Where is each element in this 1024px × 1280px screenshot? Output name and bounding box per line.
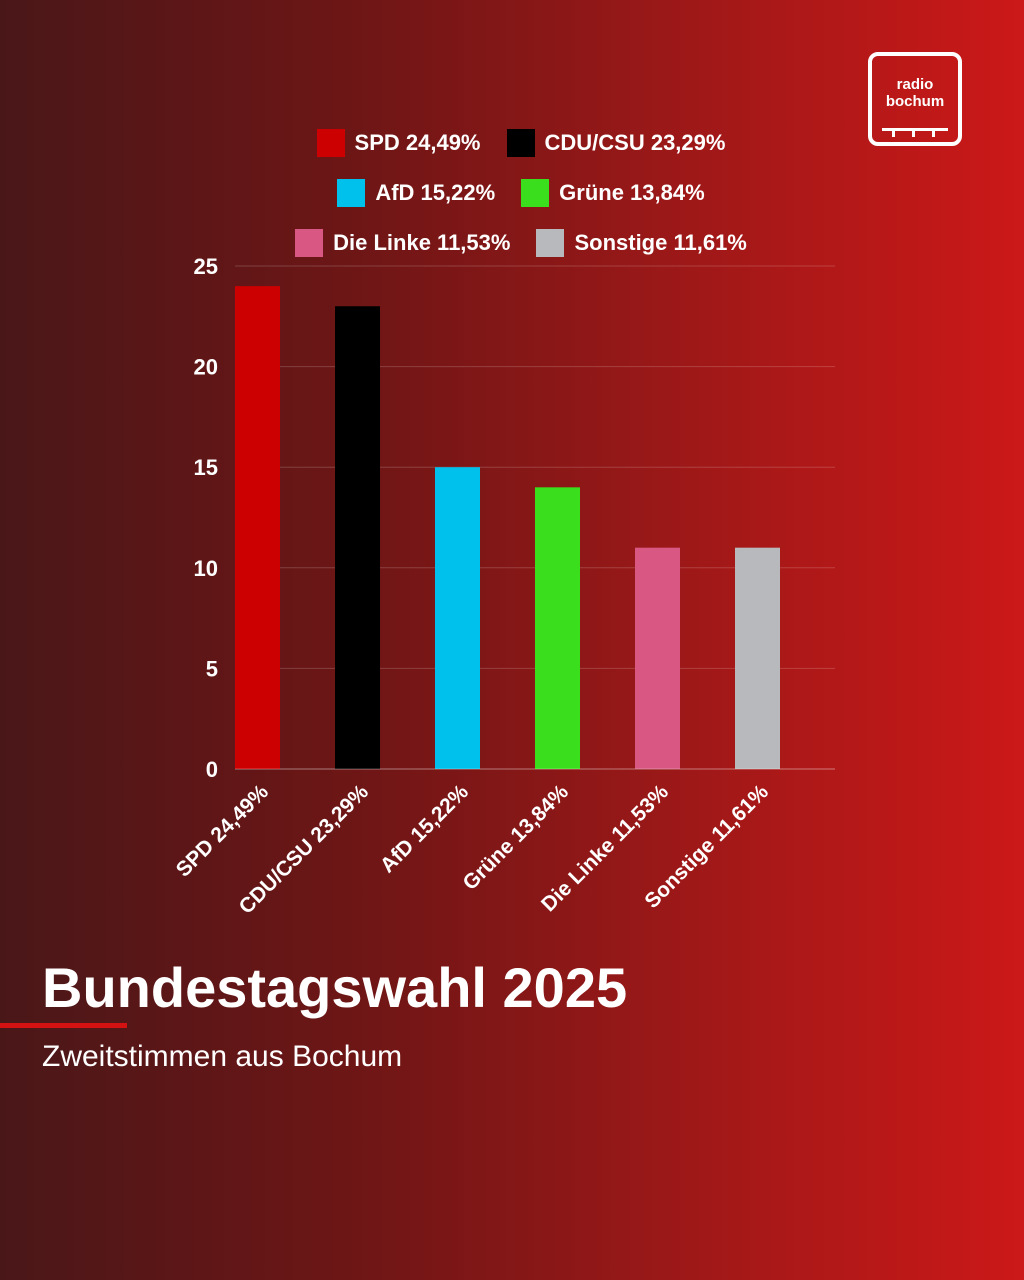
bar <box>535 487 580 769</box>
y-tick-label: 10 <box>194 556 218 581</box>
legend-swatch <box>506 129 535 157</box>
title-underline <box>0 1023 127 1028</box>
logo-text: radio bochum <box>872 76 958 110</box>
y-tick-label: 20 <box>194 355 218 380</box>
legend-label: AfD 15,22% <box>375 180 496 205</box>
bar <box>435 467 480 769</box>
legend-swatch <box>521 179 550 207</box>
bar <box>335 306 380 769</box>
legend-row: SPD 24,49% CDU/CSU 23,29% <box>0 118 1024 168</box>
legend-item: AfD 15,22% <box>337 179 495 207</box>
bar <box>235 286 280 769</box>
legend-item: SPD 24,49% <box>316 129 481 157</box>
y-tick-label: 5 <box>206 656 218 681</box>
legend-item: Die Linke 11,53% <box>295 229 510 257</box>
logo-baseline <box>882 128 948 131</box>
y-tick-label: 0 <box>206 757 218 782</box>
logo-line-bochum: bochum <box>885 93 945 110</box>
legend-swatch <box>536 229 565 257</box>
logo-tick <box>932 128 935 137</box>
logo-tick <box>892 128 895 137</box>
legend-label: Grüne 13,84% <box>559 180 705 205</box>
legend-label: CDU/CSU 23,29% <box>544 130 726 155</box>
bar <box>735 547 780 769</box>
page-subtitle: Zweitstimmen aus Bochum <box>42 1040 403 1073</box>
logo-line-radio: radio <box>896 76 934 93</box>
legend-row: AfD 15,22% Grüne 13,84% <box>0 168 1024 218</box>
bar <box>635 547 680 769</box>
legend-swatch <box>337 179 366 207</box>
legend-swatch <box>295 229 324 257</box>
legend-item: Sonstige 11,61% <box>536 229 747 257</box>
chart-legend: SPD 24,49% CDU/CSU 23,29% AfD 15,22% Grü… <box>0 118 1024 268</box>
x-tick-label: AfD 15,22% <box>376 780 473 877</box>
legend-swatch <box>316 129 345 157</box>
x-tick-label: Grüne 13,84% <box>459 780 574 895</box>
legend-label: Die Linke 11,53% <box>333 230 511 255</box>
x-tick-label: SPD 24,49% <box>172 780 274 882</box>
y-tick-label: 15 <box>194 455 218 480</box>
legend-item: CDU/CSU 23,29% <box>506 129 726 157</box>
logo-tick <box>912 128 915 137</box>
legend-label: SPD 24,49% <box>354 130 481 155</box>
legend-item: Grüne 13,84% <box>521 179 705 207</box>
y-tick-label: 25 <box>194 254 218 279</box>
legend-label: Sonstige 11,61% <box>574 230 747 255</box>
legend-row: Die Linke 11,53% Sonstige 11,61% <box>0 218 1024 268</box>
page-title: Bundestagswahl 2025 <box>42 956 628 1019</box>
radio-bochum-logo: radio bochum <box>868 52 962 146</box>
